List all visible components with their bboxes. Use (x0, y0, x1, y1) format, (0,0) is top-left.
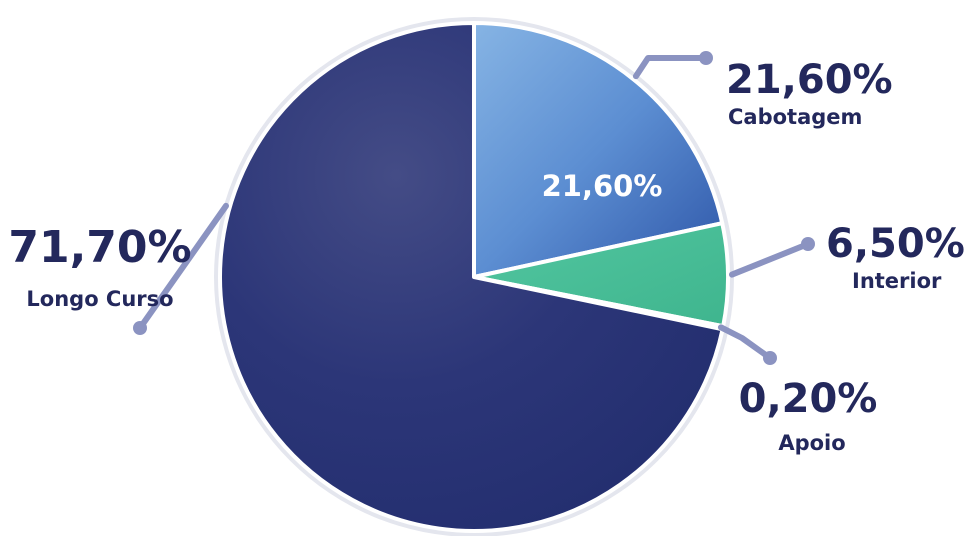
value-label-apoio: 0,20% (739, 376, 878, 422)
pie-slice-longo-curso (218, 21, 725, 533)
leader-dot-interior (801, 237, 815, 251)
leader-line-cabotagem (632, 55, 709, 80)
leader-dot-longo-curso (133, 321, 147, 335)
pie-slice-cabotagem (472, 21, 725, 279)
leader-line-interior (728, 241, 811, 278)
category-label-apoio: Apoio (778, 431, 845, 455)
leader-line-apoio (717, 324, 773, 361)
category-label-interior: Interior (852, 269, 942, 293)
leader-dot-cabotagem (699, 51, 713, 65)
category-label-cabotagem: Cabotagem (728, 105, 862, 129)
leader-line-longo-curso (137, 202, 229, 331)
inner-value-label-cabotagem: 21,60% (542, 169, 663, 203)
category-label-longo-curso: Longo Curso (26, 287, 173, 311)
leader-dot-apoio (763, 351, 777, 365)
value-label-longo-curso: 71,70% (8, 222, 191, 273)
value-label-interior: 6,50% (826, 221, 965, 267)
value-label-cabotagem: 21,60% (726, 57, 893, 103)
